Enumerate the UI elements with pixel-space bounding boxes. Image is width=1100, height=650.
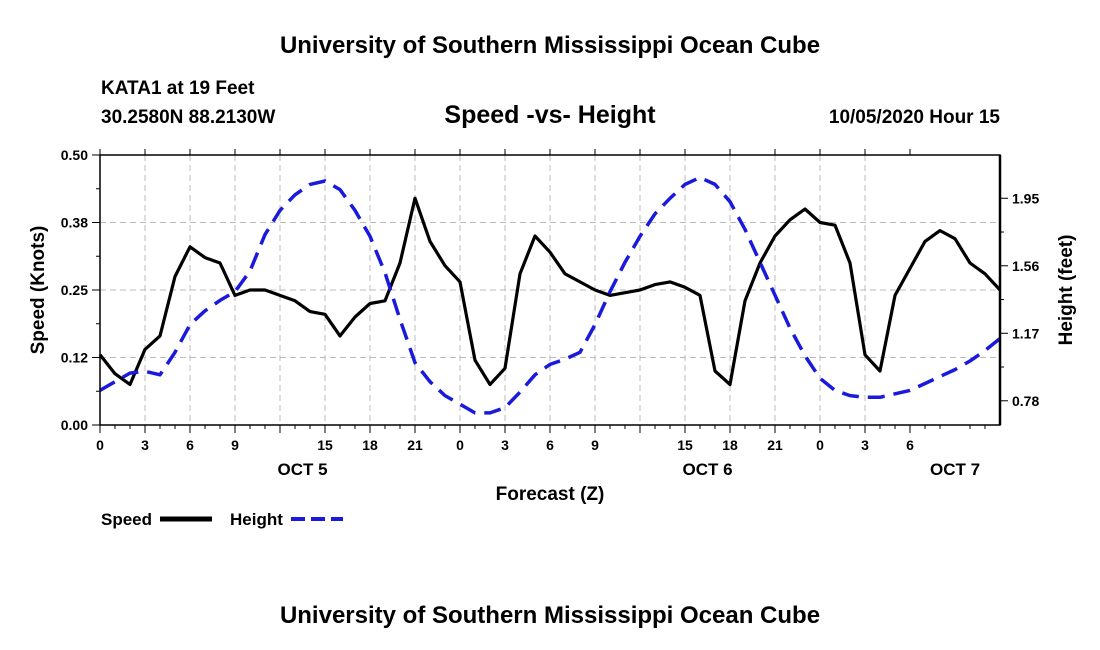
y-tick-label: 0.25 [61, 282, 88, 298]
x-tick-label: 15 [317, 437, 333, 453]
x-tick-label: 6 [186, 437, 194, 453]
series-layer [98, 175, 1002, 415]
coordinates-label: 30.2580N 88.2130W [101, 107, 276, 128]
y2-tick-label: 1.95 [1012, 190, 1039, 206]
x-tick-label: 6 [546, 437, 554, 453]
date-label: OCT 6 [682, 460, 732, 479]
y2-tick-label: 0.78 [1012, 393, 1039, 409]
x-tick-label: 3 [141, 437, 149, 453]
footer-title: University of Southern Mississippi Ocean… [279, 602, 821, 629]
legend-height-label: Height [230, 510, 283, 529]
y-tick-label: 0.50 [61, 147, 88, 163]
x-tick-label: 9 [231, 437, 239, 453]
date-label: OCT 7 [930, 460, 980, 479]
chart-title: Speed -vs- Height [444, 101, 656, 129]
y-tick-label: 0.12 [61, 350, 88, 366]
x-tick-label: 0 [96, 437, 104, 453]
x-tick-label: 6 [906, 437, 914, 453]
x-tick-label: 3 [501, 437, 509, 453]
station-label: KATA1 at 19 Feet [101, 78, 255, 99]
y-tick-label: 0.38 [61, 215, 88, 231]
grid [100, 155, 1000, 425]
x-axis-title: Forecast (Z) [496, 484, 605, 505]
y-axis-title: Speed (Knots) [28, 226, 49, 355]
y2-tick-label: 1.17 [1012, 325, 1039, 341]
x-tick-label: 15 [677, 437, 693, 453]
x-tick-label: 0 [456, 437, 464, 453]
x-tick-label: 21 [407, 437, 423, 453]
x-tick-label: 3 [861, 437, 869, 453]
axes: 0 3 6 9 15 18 21 0 3 6 9 15 18 21 0 3 6 OCT 5 OCT 6 OCT 7 0.… [61, 147, 1040, 479]
y2-tick-label: 1.56 [1012, 258, 1039, 274]
x-tick-label: 18 [362, 437, 378, 453]
x-tick-label: 0 [816, 437, 824, 453]
y-tick-label: 0.00 [61, 417, 88, 433]
forecast-datetime: 10/05/2020 Hour 15 [828, 107, 1000, 128]
y2-axis-title: Height (feet) [1056, 235, 1077, 346]
x-tick-label: 18 [722, 437, 738, 453]
date-label: OCT 5 [277, 460, 327, 479]
legend-speed-label: Speed [101, 510, 152, 529]
x-tick-label: 9 [591, 437, 599, 453]
legend: Speed Height [101, 510, 343, 529]
speed-series-line [98, 196, 1002, 387]
x-tick-label: 21 [767, 437, 783, 453]
height-series-line [99, 175, 1002, 415]
page-title: University of Southern Mississippi Ocean… [279, 32, 821, 59]
